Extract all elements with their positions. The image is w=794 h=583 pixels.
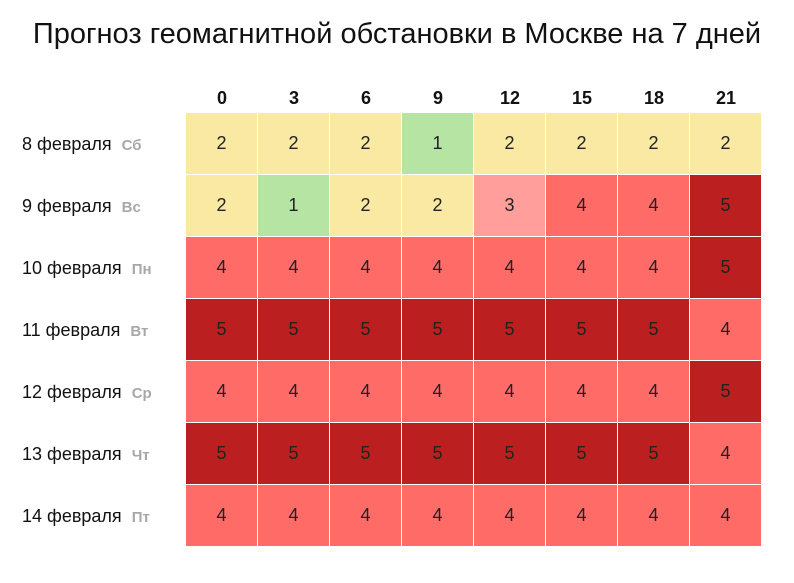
row-day-of-week: Чт bbox=[131, 447, 150, 464]
heatmap-cell: 5 bbox=[546, 423, 617, 484]
heatmap-cell: 4 bbox=[546, 485, 617, 546]
heatmap-cell: 5 bbox=[690, 237, 761, 298]
heatmap-cell: 4 bbox=[186, 237, 257, 298]
heatmap-cell: 4 bbox=[546, 237, 617, 298]
row-day-of-week: Пт bbox=[131, 509, 150, 526]
heatmap-cell: 5 bbox=[330, 423, 401, 484]
column-header-6: 6 bbox=[360, 88, 371, 108]
heatmap-cell: 5 bbox=[618, 423, 689, 484]
row-label: 11 февраля Вт bbox=[22, 299, 148, 361]
heatmap-cell: 5 bbox=[258, 423, 329, 484]
heatmap-cell: 5 bbox=[258, 299, 329, 360]
column-header-0: 0 bbox=[216, 88, 227, 108]
heatmap-cell: 4 bbox=[474, 485, 545, 546]
heatmap-cell: 1 bbox=[258, 175, 329, 236]
heatmap-cell: 5 bbox=[618, 299, 689, 360]
heatmap-cell: 5 bbox=[186, 423, 257, 484]
heatmap-cell: 4 bbox=[258, 485, 329, 546]
row-day-of-week: Сб bbox=[121, 137, 142, 154]
heatmap-cell: 1 bbox=[402, 113, 473, 174]
heatmap-cell: 4 bbox=[690, 299, 761, 360]
row-label: 13 февраля Чт bbox=[22, 423, 150, 485]
row-date: 12 февраля bbox=[22, 382, 122, 402]
row-date: 13 февраля bbox=[22, 444, 122, 464]
heatmap-cell: 5 bbox=[690, 361, 761, 422]
heatmap-cell: 5 bbox=[402, 423, 473, 484]
column-header-15: 15 bbox=[571, 88, 593, 108]
row-label: 10 февраля Пн bbox=[22, 237, 152, 299]
row-label: 8 февраля Сб bbox=[22, 113, 142, 175]
heatmap-cell: 4 bbox=[330, 485, 401, 546]
heatmap-cell: 4 bbox=[690, 485, 761, 546]
heatmap-cell: 4 bbox=[258, 361, 329, 422]
heatmap-cell: 4 bbox=[258, 237, 329, 298]
heatmap-cell: 4 bbox=[546, 175, 617, 236]
heatmap-cell: 5 bbox=[402, 299, 473, 360]
column-header-18: 18 bbox=[643, 88, 665, 108]
heatmap-cell: 2 bbox=[330, 175, 401, 236]
heatmap-cell: 4 bbox=[618, 361, 689, 422]
heatmap-cell: 4 bbox=[402, 361, 473, 422]
heatmap-cell: 4 bbox=[618, 485, 689, 546]
row-day-of-week: Пн bbox=[131, 261, 152, 278]
chart-title: Прогноз геомагнитной обстановки в Москве… bbox=[32, 18, 762, 50]
column-header-12: 12 bbox=[499, 88, 521, 108]
row-label: 9 февраля Вс bbox=[22, 175, 141, 237]
heatmap-cell: 4 bbox=[186, 485, 257, 546]
heatmap-cell: 4 bbox=[546, 361, 617, 422]
heatmap-cell: 2 bbox=[402, 175, 473, 236]
heatmap-cell: 2 bbox=[258, 113, 329, 174]
row-date: 11 февраля bbox=[22, 320, 121, 340]
row-day-of-week: Вт bbox=[130, 323, 149, 340]
heatmap-cell: 5 bbox=[330, 299, 401, 360]
row-day-of-week: Вс bbox=[121, 199, 141, 216]
heatmap-cell: 4 bbox=[474, 361, 545, 422]
row-date: 8 февраля bbox=[22, 134, 112, 154]
row-date: 9 февраля bbox=[22, 196, 112, 216]
heatmap-cell: 2 bbox=[186, 175, 257, 236]
heatmap-cell: 2 bbox=[186, 113, 257, 174]
heatmap-cell: 4 bbox=[330, 237, 401, 298]
heatmap-cell: 5 bbox=[690, 175, 761, 236]
heatmap-cell: 4 bbox=[330, 361, 401, 422]
heatmap-cell: 5 bbox=[546, 299, 617, 360]
column-header-21: 21 bbox=[715, 88, 737, 108]
heatmap-cell: 4 bbox=[402, 485, 473, 546]
column-header-9: 9 bbox=[432, 88, 443, 108]
heatmap-cell: 2 bbox=[618, 113, 689, 174]
row-label: 12 февраля Ср bbox=[22, 361, 152, 423]
heatmap-cell: 4 bbox=[402, 237, 473, 298]
heatmap-cell: 2 bbox=[546, 113, 617, 174]
row-date: 14 февраля bbox=[22, 506, 122, 526]
heatmap-cell: 4 bbox=[618, 237, 689, 298]
heatmap-cell: 3 bbox=[474, 175, 545, 236]
heatmap-cell: 4 bbox=[186, 361, 257, 422]
row-label: 14 февраля Пт bbox=[22, 485, 150, 547]
heatmap-cell: 4 bbox=[474, 237, 545, 298]
heatmap-cell: 2 bbox=[330, 113, 401, 174]
heatmap-cell: 5 bbox=[186, 299, 257, 360]
heatmap-cell: 5 bbox=[474, 299, 545, 360]
heatmap-cell: 4 bbox=[618, 175, 689, 236]
heatmap-cell: 2 bbox=[474, 113, 545, 174]
row-date: 10 февраля bbox=[22, 258, 122, 278]
heatmap-cell: 4 bbox=[690, 423, 761, 484]
row-day-of-week: Ср bbox=[131, 385, 152, 402]
column-header-3: 3 bbox=[288, 88, 299, 108]
heatmap-cell: 2 bbox=[690, 113, 761, 174]
heatmap-cell: 5 bbox=[474, 423, 545, 484]
